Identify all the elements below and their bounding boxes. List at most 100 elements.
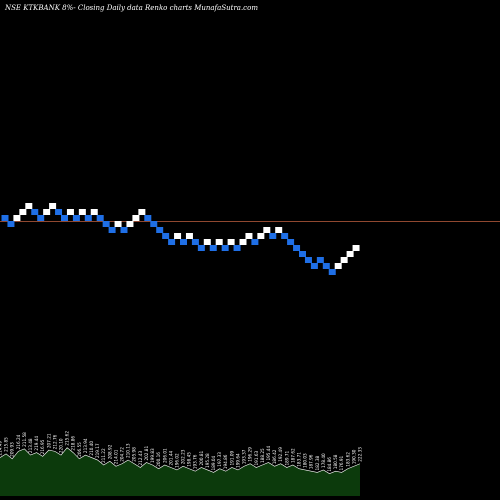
renko-brick-1 bbox=[7, 221, 15, 227]
volume-label-50: 180.03 bbox=[303, 453, 308, 468]
renko-brick-10 bbox=[61, 215, 68, 221]
volume-label-49: 183.71 bbox=[296, 452, 301, 467]
renko-brick-20 bbox=[120, 227, 128, 233]
renko-brick-26 bbox=[156, 227, 164, 233]
volume-label-14: 213.94 bbox=[83, 438, 88, 453]
volume-label-11: 215.62 bbox=[65, 431, 70, 446]
volume-label-1: 215.85 bbox=[4, 437, 9, 452]
renko-brick-14 bbox=[84, 215, 92, 221]
volume-label-25: 199.83 bbox=[150, 448, 155, 463]
volume-label-12: 218.86 bbox=[71, 436, 76, 451]
volume-label-27: 206.01 bbox=[162, 448, 167, 463]
renko-brick-15 bbox=[90, 209, 98, 215]
renko-brick-24 bbox=[144, 215, 152, 221]
renko-brick-51 bbox=[304, 257, 312, 263]
renko-brick-13 bbox=[78, 209, 86, 215]
renko-brick-25 bbox=[150, 221, 158, 227]
volume-label-58: 190.30 bbox=[351, 449, 356, 464]
renko-brick-47 bbox=[281, 233, 289, 239]
renko-brick-38 bbox=[227, 239, 235, 245]
volume-label-5: 213.48 bbox=[28, 438, 33, 453]
renko-brick-27 bbox=[162, 233, 170, 239]
volume-label-46: 192.49 bbox=[278, 447, 283, 462]
renko-brick-40 bbox=[239, 239, 247, 245]
volume-label-22: 205.98 bbox=[132, 447, 137, 462]
volume-label-38: 191.09 bbox=[229, 450, 234, 465]
renko-brick-58 bbox=[346, 251, 354, 257]
volume-label-41: 196.29 bbox=[248, 447, 253, 462]
renko-brick-21 bbox=[126, 221, 134, 227]
renko-brick-33 bbox=[197, 245, 205, 251]
renko-brick-23 bbox=[138, 209, 146, 215]
volume-label-44: 195.44 bbox=[266, 446, 271, 461]
volume-label-37: 194.86 bbox=[223, 454, 228, 469]
volume-label-19: 214.01 bbox=[113, 449, 118, 464]
renko-brick-44 bbox=[263, 227, 271, 233]
renko-brick-3 bbox=[19, 209, 27, 215]
volume-label-33: 200.81 bbox=[199, 450, 204, 465]
renko-brick-22 bbox=[132, 215, 140, 221]
volume-label-2: 209.93 bbox=[10, 442, 15, 457]
volume-label-16: 219.17 bbox=[95, 443, 100, 458]
renko-brick-50 bbox=[299, 251, 306, 257]
renko-brick-4 bbox=[25, 203, 33, 209]
renko-brick-57 bbox=[340, 257, 348, 263]
volume-label-28: 201.44 bbox=[168, 450, 173, 465]
renko-brick-32 bbox=[191, 239, 199, 245]
volume-label-4: 211.58 bbox=[22, 432, 27, 447]
volume-fill bbox=[0, 447, 360, 496]
volume-label-9: 212.76 bbox=[52, 434, 57, 449]
renko-brick-41 bbox=[245, 233, 253, 239]
renko-brick-7 bbox=[43, 209, 51, 215]
volume-label-31: 198.45 bbox=[187, 452, 192, 467]
volume-label-29: 196.02 bbox=[174, 453, 179, 468]
volume-label-53: 178.40 bbox=[321, 453, 326, 468]
volume-label-30: 202.23 bbox=[181, 449, 186, 464]
renko-brick-11 bbox=[66, 209, 74, 215]
renko-brick-36 bbox=[215, 239, 223, 245]
renko-brick-34 bbox=[203, 239, 211, 245]
volume-label-48: 187.62 bbox=[290, 448, 295, 463]
renko-brick-0 bbox=[1, 215, 9, 221]
renko-brick-35 bbox=[209, 245, 217, 251]
volume-line bbox=[0, 447, 361, 475]
renko-brick-16 bbox=[96, 215, 104, 221]
renko-brick-37 bbox=[221, 245, 229, 251]
renko-brick-29 bbox=[174, 233, 182, 239]
volume-area bbox=[0, 447, 361, 496]
renko-brick-31 bbox=[185, 233, 193, 239]
volume-label-10: 220.10 bbox=[59, 438, 64, 453]
volume-label-21: 210.13 bbox=[126, 443, 131, 458]
volume-label-52: 182.38 bbox=[315, 455, 320, 470]
volume-label-56: 176.91 bbox=[339, 455, 344, 470]
volume-label-47: 189.71 bbox=[284, 450, 289, 465]
renko-brick-48 bbox=[287, 239, 295, 245]
volume-label-57: 183.62 bbox=[345, 452, 350, 467]
chart-title: NSE KTKBANK 8%- Closing Daily data Renko… bbox=[4, 4, 258, 12]
renko-brick-43 bbox=[257, 233, 265, 239]
renko-brick-30 bbox=[180, 239, 187, 245]
volume-label-7: 216.95 bbox=[40, 439, 45, 454]
renko-brick-18 bbox=[108, 227, 116, 233]
volume-label-24: 202.81 bbox=[144, 446, 149, 461]
renko-brick-59 bbox=[352, 245, 360, 251]
renko-brick-49 bbox=[293, 245, 301, 251]
volume-label-3: 216.24 bbox=[16, 434, 21, 449]
volume-label-43: 188.25 bbox=[260, 448, 265, 463]
renko-brick-55 bbox=[328, 269, 336, 275]
renko-brick-46 bbox=[275, 227, 283, 233]
volume-label-51: 187.96 bbox=[309, 454, 314, 469]
volume-label-0: 214.49 bbox=[0, 441, 3, 456]
renko-brick-45 bbox=[269, 233, 277, 239]
volume-label-59: 222.33 bbox=[358, 447, 363, 462]
volume-label-45: 186.42 bbox=[272, 449, 277, 464]
renko-brick-12 bbox=[72, 215, 80, 221]
volume-label-39: 199.64 bbox=[235, 453, 240, 468]
renko-brick-2 bbox=[13, 215, 21, 221]
volume-label-18: 208.92 bbox=[107, 444, 112, 459]
volume-label-23: 212.43 bbox=[138, 450, 143, 465]
volume-label-42: 191.63 bbox=[254, 450, 259, 465]
